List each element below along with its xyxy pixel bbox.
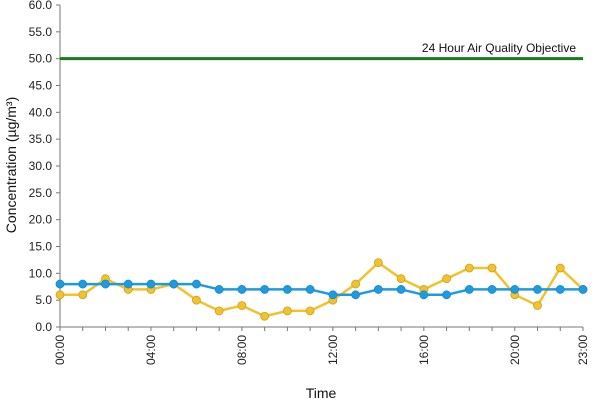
data-point: [123, 279, 133, 289]
data-point: [533, 301, 542, 310]
data-point: [442, 290, 451, 300]
data-point: [282, 306, 292, 316]
data-point: [442, 274, 451, 284]
data-point: [464, 285, 474, 294]
data-point: [78, 290, 88, 300]
data-point: [214, 306, 224, 316]
data-point: [214, 285, 224, 294]
y-tick-label: 35.0: [29, 132, 53, 146]
series-group: [55, 258, 588, 321]
data-point: [419, 290, 429, 300]
axes: 0.0 5.0 10.0 15.0 20.0 25.0 30.0 35.0 40.0 45.0 50…: [29, 0, 590, 365]
data-point: [146, 279, 156, 289]
data-point: [464, 263, 474, 273]
data-point: [578, 285, 588, 294]
x-tick-label: 08:00: [235, 335, 249, 365]
data-point: [487, 285, 497, 294]
data-point: [351, 290, 361, 300]
y-tick-label: 15.0: [29, 240, 53, 254]
x-tick-label: 04:00: [144, 335, 158, 365]
y-tick-label: 45.0: [29, 79, 53, 93]
data-point: [237, 285, 247, 294]
data-point: [169, 279, 179, 289]
data-point: [260, 311, 270, 321]
y-tick-label: 50.0: [29, 52, 53, 66]
data-point: [373, 285, 383, 294]
data-point: [260, 285, 270, 294]
data-point: [192, 279, 201, 289]
x-tick-label: 12:00: [326, 335, 340, 365]
data-point: [305, 306, 315, 316]
data-point: [55, 279, 65, 289]
data-point: [510, 285, 520, 294]
data-point: [305, 285, 315, 294]
data-point: [328, 290, 338, 300]
data-point: [373, 258, 383, 268]
y-tick-label: 40.0: [29, 105, 53, 119]
data-point: [192, 295, 201, 305]
data-point: [396, 285, 406, 294]
x-tick-label: 20:00: [508, 335, 522, 365]
data-point: [351, 279, 361, 289]
x-tick-label: 00:00: [53, 335, 67, 365]
x-tick-label: 16:00: [417, 335, 431, 365]
x-tick-label: 23:00: [576, 335, 590, 365]
data-point: [533, 285, 542, 294]
data-point: [78, 279, 88, 289]
y-axis-title: Concentration (µg/m³): [3, 97, 19, 233]
y-tick-label: 60.0: [29, 0, 53, 12]
data-point: [555, 285, 565, 294]
data-point: [55, 290, 65, 300]
y-tick-label: 10.0: [29, 266, 53, 280]
x-axis-title: Time: [306, 385, 337, 400]
reference-line-label: 24 Hour Air Quality Objective: [422, 41, 576, 55]
data-point: [101, 279, 110, 289]
data-point: [487, 263, 497, 273]
data-point: [282, 285, 292, 294]
data-point: [555, 263, 565, 273]
y-tick-label: 30.0: [29, 159, 53, 173]
y-tick-label: 5.0: [35, 293, 52, 307]
data-point: [396, 274, 406, 284]
data-point: [237, 301, 247, 310]
y-tick-label: 25.0: [29, 186, 53, 200]
y-tick-label: 20.0: [29, 213, 53, 227]
y-tick-label: 55.0: [29, 25, 53, 39]
y-tick-label: 0.0: [35, 320, 52, 334]
